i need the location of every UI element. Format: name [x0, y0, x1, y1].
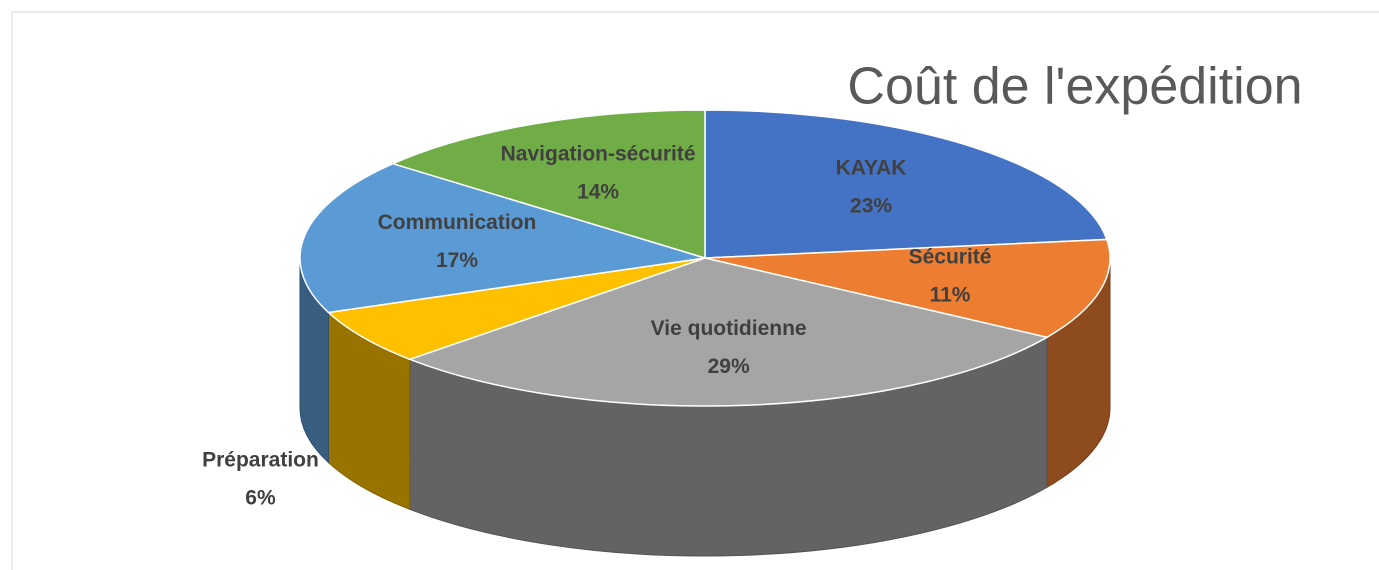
slice: [326, 257, 706, 361]
slice-value-label: 29%: [708, 355, 750, 378]
slice-value-label: 23%: [850, 195, 892, 218]
slice-label: Sécurité: [909, 246, 992, 269]
slice: [704, 109, 1108, 259]
slice-value-label: 11%: [930, 284, 971, 307]
slice: [704, 238, 1111, 339]
slice: [407, 257, 1049, 407]
slice-label: Vie quotidienne: [651, 317, 807, 340]
slice-value-label: 14%: [577, 181, 619, 204]
slice: [299, 162, 706, 314]
slice: [390, 109, 706, 260]
slice-value-label: 17%: [436, 249, 478, 272]
slice-label: Navigation-sécurité: [501, 143, 696, 166]
slice-label: KAYAK: [836, 157, 907, 180]
slice-label: Communication: [378, 211, 537, 234]
slice-label: Préparation: [202, 449, 319, 472]
slice-value-label: 6%: [245, 487, 276, 510]
chart-title: Coût de l'expédition: [847, 58, 1302, 116]
